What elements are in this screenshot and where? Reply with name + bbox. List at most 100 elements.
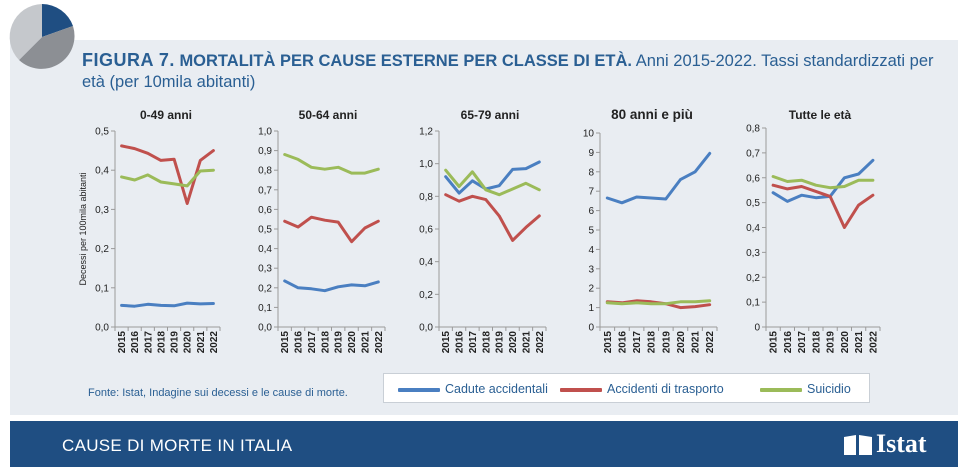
panel4-ytick-label: 3 — [588, 264, 594, 275]
panel3-ytick-label: 0,8 — [419, 192, 433, 203]
panel2-ytick-label: 0,4 — [258, 244, 272, 255]
panel2-xtick-label: 2018 — [320, 331, 331, 354]
panel2-xtick-label: 2015 — [280, 331, 291, 354]
panel4-ytick-label: 4 — [588, 245, 594, 256]
panel1-ytick-label: 0,1 — [95, 283, 109, 294]
panel3-xtick-label: 2019 — [495, 331, 506, 354]
panel2-title: 50-64 anni — [299, 108, 358, 122]
panel5-ytick-label: 0,2 — [746, 273, 760, 284]
panel2-xtick-label: 2021 — [360, 331, 371, 354]
book-icon — [844, 435, 872, 455]
panel5-xtick-label: 2021 — [854, 331, 865, 354]
panel1-xtick-label: 2017 — [143, 331, 154, 354]
panel1-ytick-label: 0,3 — [95, 205, 109, 216]
panel3-ytick-label: 0,0 — [419, 323, 433, 334]
panel4-ytick-label: 9 — [588, 148, 594, 159]
panel5-xtick-label: 2017 — [797, 331, 808, 354]
panel4-xtick-label: 2017 — [632, 331, 643, 354]
legend-label-cadute: Cadute accidentali — [445, 382, 548, 396]
panel1-xtick-label: 2019 — [170, 331, 181, 354]
panel2-xtick-label: 2022 — [374, 331, 385, 354]
figure-label: FIGURA 7. — [82, 50, 175, 70]
panel1-ytick-label: 0,4 — [95, 166, 109, 177]
panel4-series-suicidio — [605, 299, 712, 306]
panel5-xtick-label: 2019 — [826, 331, 837, 354]
panel2-xtick-label: 2017 — [307, 331, 318, 354]
panel3-xtick-label: 2015 — [441, 331, 452, 354]
panel5-xtick-label: 2018 — [811, 331, 822, 354]
panel1-ytick-label: 0,0 — [95, 323, 109, 334]
panel2-ytick-label: 1,0 — [258, 127, 272, 138]
panel3-xtick-label: 2016 — [455, 331, 466, 354]
footer-title: CAUSE DI MORTE IN ITALIA — [62, 436, 293, 455]
panel1-y-axis-label: Decessi per 100mila abitanti — [78, 172, 88, 285]
panel4-ytick-label: 7 — [588, 187, 594, 198]
panel3-ytick-label: 0,2 — [419, 290, 433, 301]
panel4-ytick-label: 0 — [588, 323, 594, 334]
panel4-xtick-label: 2018 — [647, 331, 658, 354]
panel3-ytick-label: 0,4 — [419, 257, 433, 268]
legend-item-trasporto: Accidenti di trasporto — [560, 382, 724, 396]
panel3-xtick-label: 2022 — [535, 331, 546, 354]
source-note: Fonte: Istat, Indagine sui decessi e le … — [88, 387, 348, 399]
panel1-series-suicidio — [120, 168, 215, 188]
panel3-series-accidenti-di-trasporto — [444, 193, 541, 242]
panel2-ytick-label: 0,0 — [258, 323, 272, 334]
legend-label-suicidio: Suicidio — [807, 382, 851, 396]
panel4-ytick-label: 6 — [588, 206, 594, 217]
panel4-xtick-label: 2016 — [617, 331, 628, 354]
panel4-ytick-label: 5 — [588, 226, 594, 237]
legend-item-cadute: Cadute accidentali — [398, 382, 548, 396]
panel2-ytick-label: 0,1 — [258, 303, 272, 314]
panel1-xtick-label: 2015 — [117, 331, 128, 354]
panel2-ytick-label: 0,9 — [258, 146, 272, 157]
panel3-series-suicidio — [444, 168, 541, 197]
panel1-series-cadute-accidentali — [120, 301, 215, 308]
panel5-series-cadute-accidentali — [771, 158, 875, 203]
panel2-series-suicidio — [283, 153, 380, 175]
panel1-xtick-label: 2018 — [156, 331, 167, 354]
panel1-xtick-label: 2020 — [183, 331, 194, 354]
panel4-title: 80 anni e più — [611, 107, 693, 122]
legend-swatch-suicidio — [760, 387, 802, 392]
panel5-ytick-label: 0,3 — [746, 248, 760, 259]
panel5-xtick-label: 2016 — [783, 331, 794, 354]
panel2-series-cadute-accidentali — [283, 279, 380, 293]
panel5-ytick-label: 0,8 — [746, 124, 760, 135]
panel1-title: 0-49 anni — [140, 108, 192, 122]
panel3-xtick-label: 2018 — [481, 331, 492, 354]
panel1-ytick-label: 0,5 — [95, 127, 109, 138]
panel2-ytick-label: 0,8 — [258, 166, 272, 177]
panel2-series-accidenti-di-trasporto — [283, 215, 380, 244]
panel5-ytick-label: 0,6 — [746, 173, 760, 184]
brand-name: Istat — [876, 429, 927, 458]
figure-title-bold: MORTALITÀ PER CAUSE ESTERNE PER CLASSE D… — [179, 52, 633, 70]
panel2-ytick-label: 0,2 — [258, 283, 272, 294]
figure-panel — [10, 40, 958, 415]
panel3-xtick-label: 2021 — [521, 331, 532, 354]
panel4-ytick-label: 8 — [588, 167, 594, 178]
panel2-xtick-label: 2019 — [334, 331, 345, 354]
panel4-series-cadute-accidentali — [605, 151, 712, 205]
panel5-xtick-label: 2020 — [840, 331, 851, 354]
panel1-xtick-label: 2021 — [196, 331, 207, 354]
panel5-title: Tutte le età — [789, 108, 852, 122]
panel4-ytick-label: 1 — [588, 303, 594, 314]
panel3-xtick-label: 2017 — [468, 331, 479, 354]
legend-label-trasporto: Accidenti di trasporto — [607, 382, 724, 396]
legend-swatch-trasporto — [560, 387, 602, 392]
figure-title: FIGURA 7. MORTALITÀ PER CAUSE ESTERNE PE… — [82, 50, 942, 93]
panel5-xtick-label: 2022 — [868, 331, 879, 354]
panel3-xtick-label: 2020 — [508, 331, 519, 354]
panel1-ytick-label: 0,2 — [95, 244, 109, 255]
panel2-ytick-label: 0,6 — [258, 205, 272, 216]
panel4-xtick-label: 2020 — [676, 331, 687, 354]
panel5-series-suicidio — [771, 175, 875, 190]
legend-item-suicidio: Suicidio — [760, 382, 851, 396]
footer-bar: CAUSE DI MORTE IN ITALIA Istat — [10, 421, 958, 467]
panel2-xtick-label: 2020 — [347, 331, 358, 354]
panel1-series-accidenti-di-trasporto — [120, 144, 215, 205]
panel1-xtick-label: 2016 — [130, 331, 141, 354]
panel3-ytick-label: 1,0 — [419, 159, 433, 170]
panel1-xtick-label: 2022 — [209, 331, 220, 354]
